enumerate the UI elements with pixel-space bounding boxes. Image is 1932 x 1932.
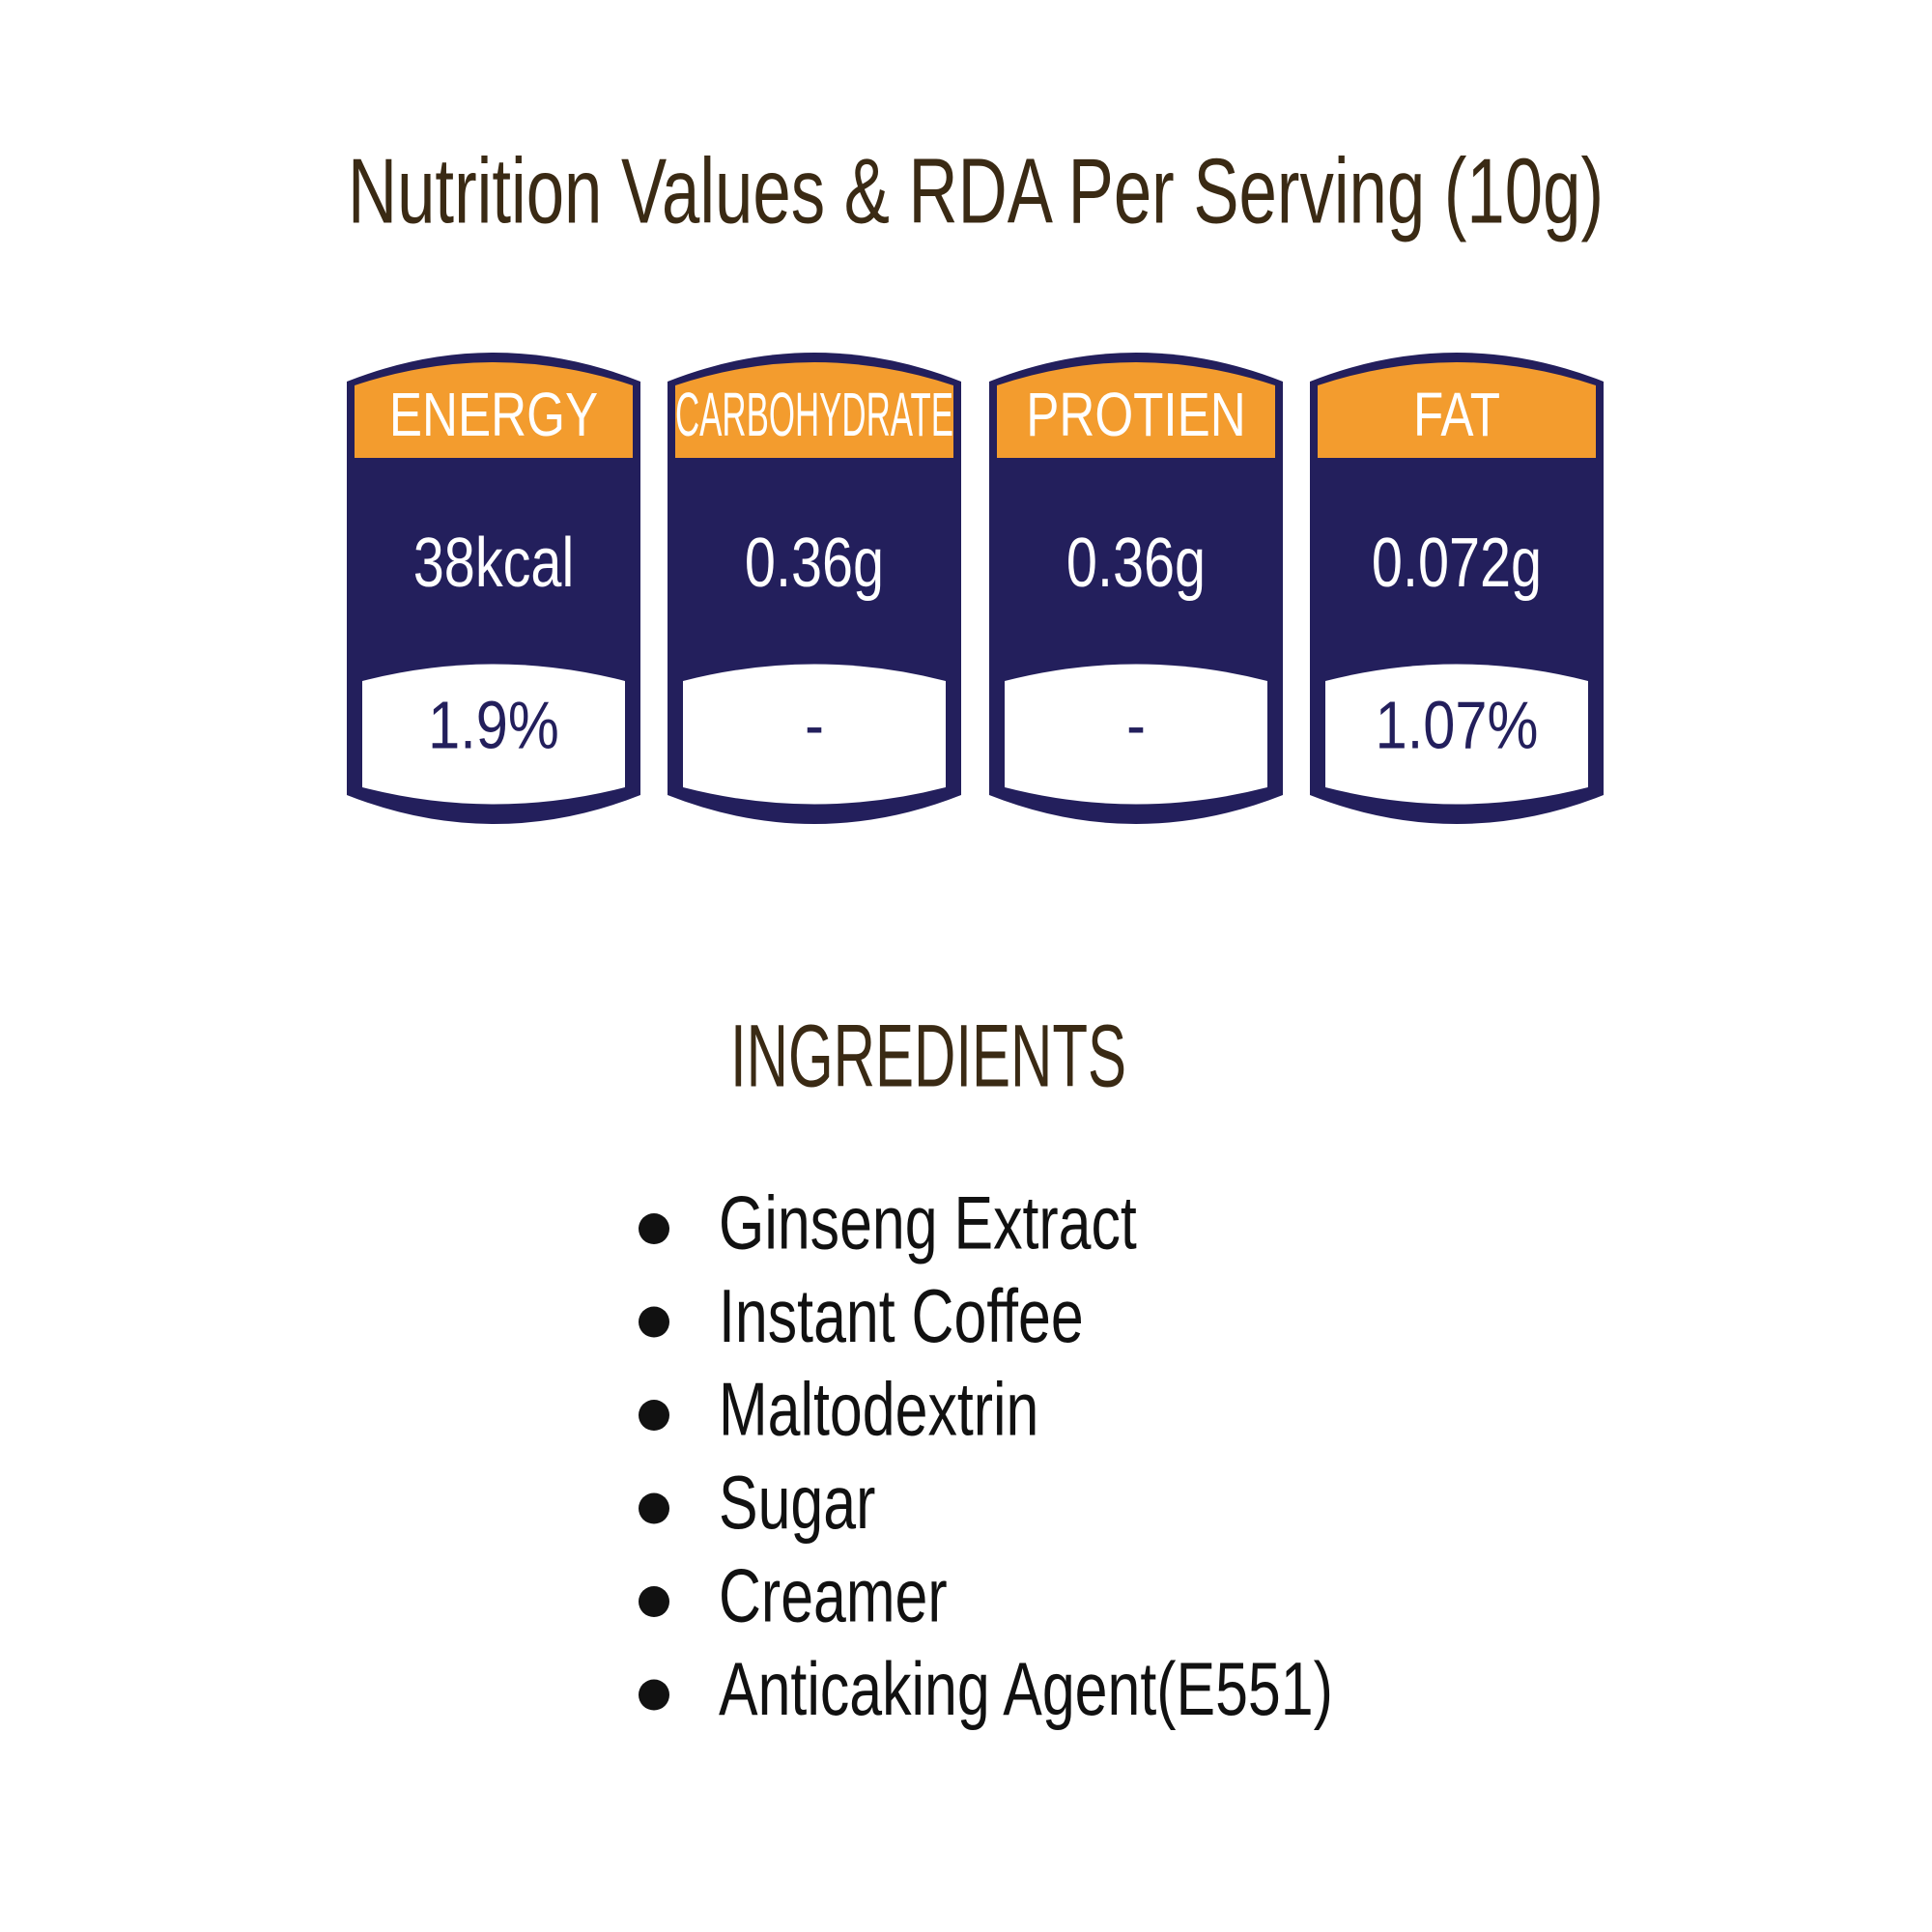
can-rda-box xyxy=(1005,664,1267,805)
ingredients-title: INGREDIENTS xyxy=(730,1007,1126,1105)
title: Nutrition Values & RDA Per Serving (10g) xyxy=(348,139,1604,242)
nutrient-rda: - xyxy=(1126,687,1146,762)
nutrient-amount: 0.36g xyxy=(745,525,884,602)
ingredient-item: Anticaking Agent(E551) xyxy=(719,1646,1333,1731)
nutrient-rda: - xyxy=(805,687,824,762)
bullet xyxy=(639,1679,669,1711)
nutrient-amount: 38kcal xyxy=(413,525,575,602)
bullet xyxy=(639,1400,669,1431)
bullet xyxy=(639,1586,669,1617)
bullet xyxy=(639,1306,669,1338)
can-rda-box xyxy=(1325,664,1588,805)
nutrient-amount: 0.36g xyxy=(1066,525,1206,602)
ingredient-item: Instant Coffee xyxy=(719,1273,1084,1358)
bullet xyxy=(639,1213,669,1244)
nutrient-name: PROTIEN xyxy=(1026,380,1246,449)
nutrient-name: ENERGY xyxy=(389,380,598,449)
can-header xyxy=(355,362,633,458)
bullet xyxy=(639,1492,669,1524)
nutrient-rda: 1.07% xyxy=(1376,687,1539,762)
can-header xyxy=(1318,362,1596,458)
can-rda-box xyxy=(683,664,946,805)
ingredient-item: Ginseng Extract xyxy=(719,1180,1137,1265)
nutrient-name: CARBOHYDRATE xyxy=(675,380,953,449)
nutrient-rda: 1.9% xyxy=(428,687,559,762)
ingredient-item: Maltodextrin xyxy=(719,1367,1038,1452)
can-rda-box xyxy=(362,664,625,805)
can-header xyxy=(675,362,953,458)
nutrient-amount: 0.072g xyxy=(1372,525,1542,602)
can-header xyxy=(997,362,1275,458)
ingredient-item: Sugar xyxy=(719,1460,875,1545)
nutrient-name: FAT xyxy=(1413,380,1500,449)
ingredient-item: Creamer xyxy=(719,1553,948,1638)
